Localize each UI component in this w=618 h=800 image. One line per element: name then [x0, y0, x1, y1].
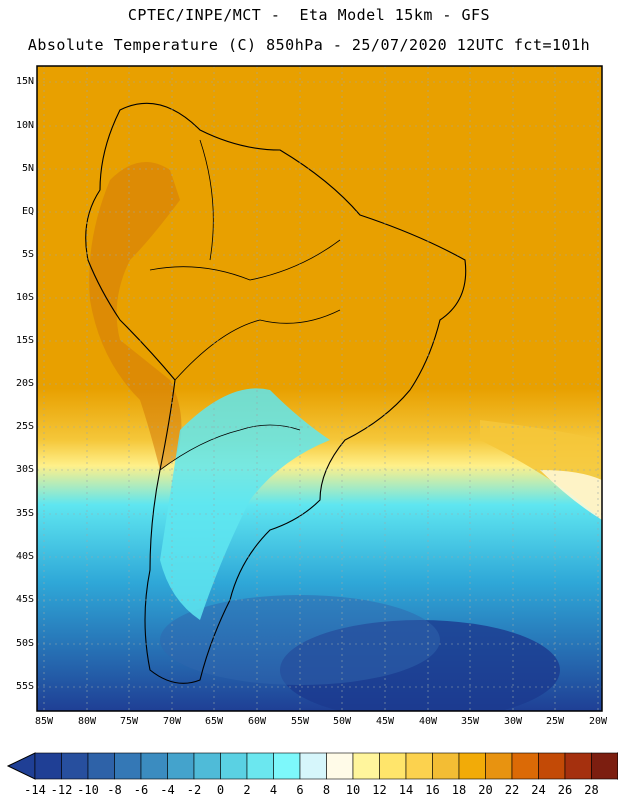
lon-label: 20W [588, 716, 608, 727]
colorbar-label: 28 [584, 783, 599, 797]
lon-label: 65W [204, 716, 224, 727]
map-frame [36, 65, 603, 712]
lat-label: 20S [15, 378, 34, 389]
lon-label: 50W [332, 716, 352, 727]
lon-label: 45W [375, 716, 395, 727]
lon-label: 75W [119, 716, 139, 727]
colorbar-label: 16 [425, 783, 440, 797]
lon-label: 60W [247, 716, 267, 727]
lat-label: 5N [21, 163, 34, 174]
colorbar-swatch [352, 752, 380, 780]
colorbar-label: 20 [478, 783, 493, 797]
colorbar-swatch [458, 752, 486, 780]
colorbar-label: 2 [243, 783, 251, 797]
lat-label: 40S [15, 551, 34, 562]
graticule [37, 66, 602, 711]
lat-label: 25S [15, 421, 34, 432]
colorbar-label: 8 [322, 783, 331, 797]
colorbar-swatch [87, 752, 115, 780]
title-line-1: CPTEC/INPE/MCT - Eta Model 15km - GFS [127, 6, 491, 24]
colorbar-swatch [326, 752, 354, 780]
country-borders [149, 139, 341, 471]
lat-label: 5S [21, 249, 34, 260]
colorbar-arrow-low [6, 752, 36, 780]
lon-label: 70W [162, 716, 182, 727]
lat-label: 10S [15, 292, 34, 303]
colorbar-label: -14 [24, 783, 46, 797]
colorbar-swatch [246, 752, 274, 780]
temperature-map [36, 65, 603, 712]
colorbar-label: 22 [504, 783, 520, 797]
colorbar-swatch [538, 752, 566, 780]
colorbar-label: 0 [216, 783, 225, 797]
lat-label: 55S [15, 681, 34, 692]
colorbar-swatch [220, 752, 248, 780]
colorbar-swatch [34, 752, 62, 780]
colorbar-label: 14 [398, 783, 414, 797]
lat-label: 15S [15, 335, 34, 346]
lat-label: 10N [15, 120, 34, 131]
colorbar-swatch [273, 752, 301, 780]
lon-label: 40W [418, 716, 438, 727]
colorbar-swatch [140, 752, 168, 780]
colorbar-swatch [193, 752, 221, 780]
colorbar [6, 752, 618, 780]
colorbar-label: -4 [160, 783, 175, 797]
colorbar-label: 18 [451, 783, 467, 797]
colorbar-swatch [167, 752, 195, 780]
colorbar-label: 10 [345, 783, 361, 797]
lon-label: 80W [77, 716, 97, 727]
colorbar-swatch [432, 752, 460, 780]
colorbar-label: -10 [77, 783, 99, 797]
colorbar-swatch [299, 752, 327, 780]
south-america-outline [85, 102, 467, 684]
colorbar-label: -8 [107, 783, 122, 797]
colorbar-swatch [114, 752, 142, 780]
colorbar-swatch [379, 752, 407, 780]
colorbar-swatch [485, 752, 513, 780]
colorbar-label: 6 [296, 783, 304, 797]
colorbar-swatch [61, 752, 89, 780]
title-line-2: Absolute Temperature (C) 850hPa - 25/07/… [27, 36, 591, 54]
colorbar-label: 4 [269, 783, 278, 797]
lat-label: 45S [15, 594, 34, 605]
lon-label: 30W [503, 716, 523, 727]
colorbar-swatch [511, 752, 539, 780]
colorbar-label: 12 [372, 783, 387, 797]
colorbar-swatch [591, 752, 618, 780]
colorbar-label: -2 [186, 783, 202, 797]
lat-label: 35S [15, 508, 34, 519]
lon-label: 55W [290, 716, 310, 727]
lat-label: 50S [15, 638, 34, 649]
colorbar-label: 26 [557, 783, 573, 797]
lon-label: 35W [460, 716, 480, 727]
lat-label: EQ [21, 206, 34, 217]
colorbar-label: 24 [531, 783, 546, 797]
colorbar-swatch [405, 752, 433, 780]
colorbar-swatch [564, 752, 592, 780]
lat-label: 30S [15, 464, 34, 475]
lon-label: 25W [545, 716, 565, 727]
colorbar-label: -6 [133, 783, 149, 797]
lat-label: 15N [15, 76, 34, 87]
colorbar-label: -12 [50, 783, 73, 797]
lon-label: 85W [34, 716, 54, 727]
